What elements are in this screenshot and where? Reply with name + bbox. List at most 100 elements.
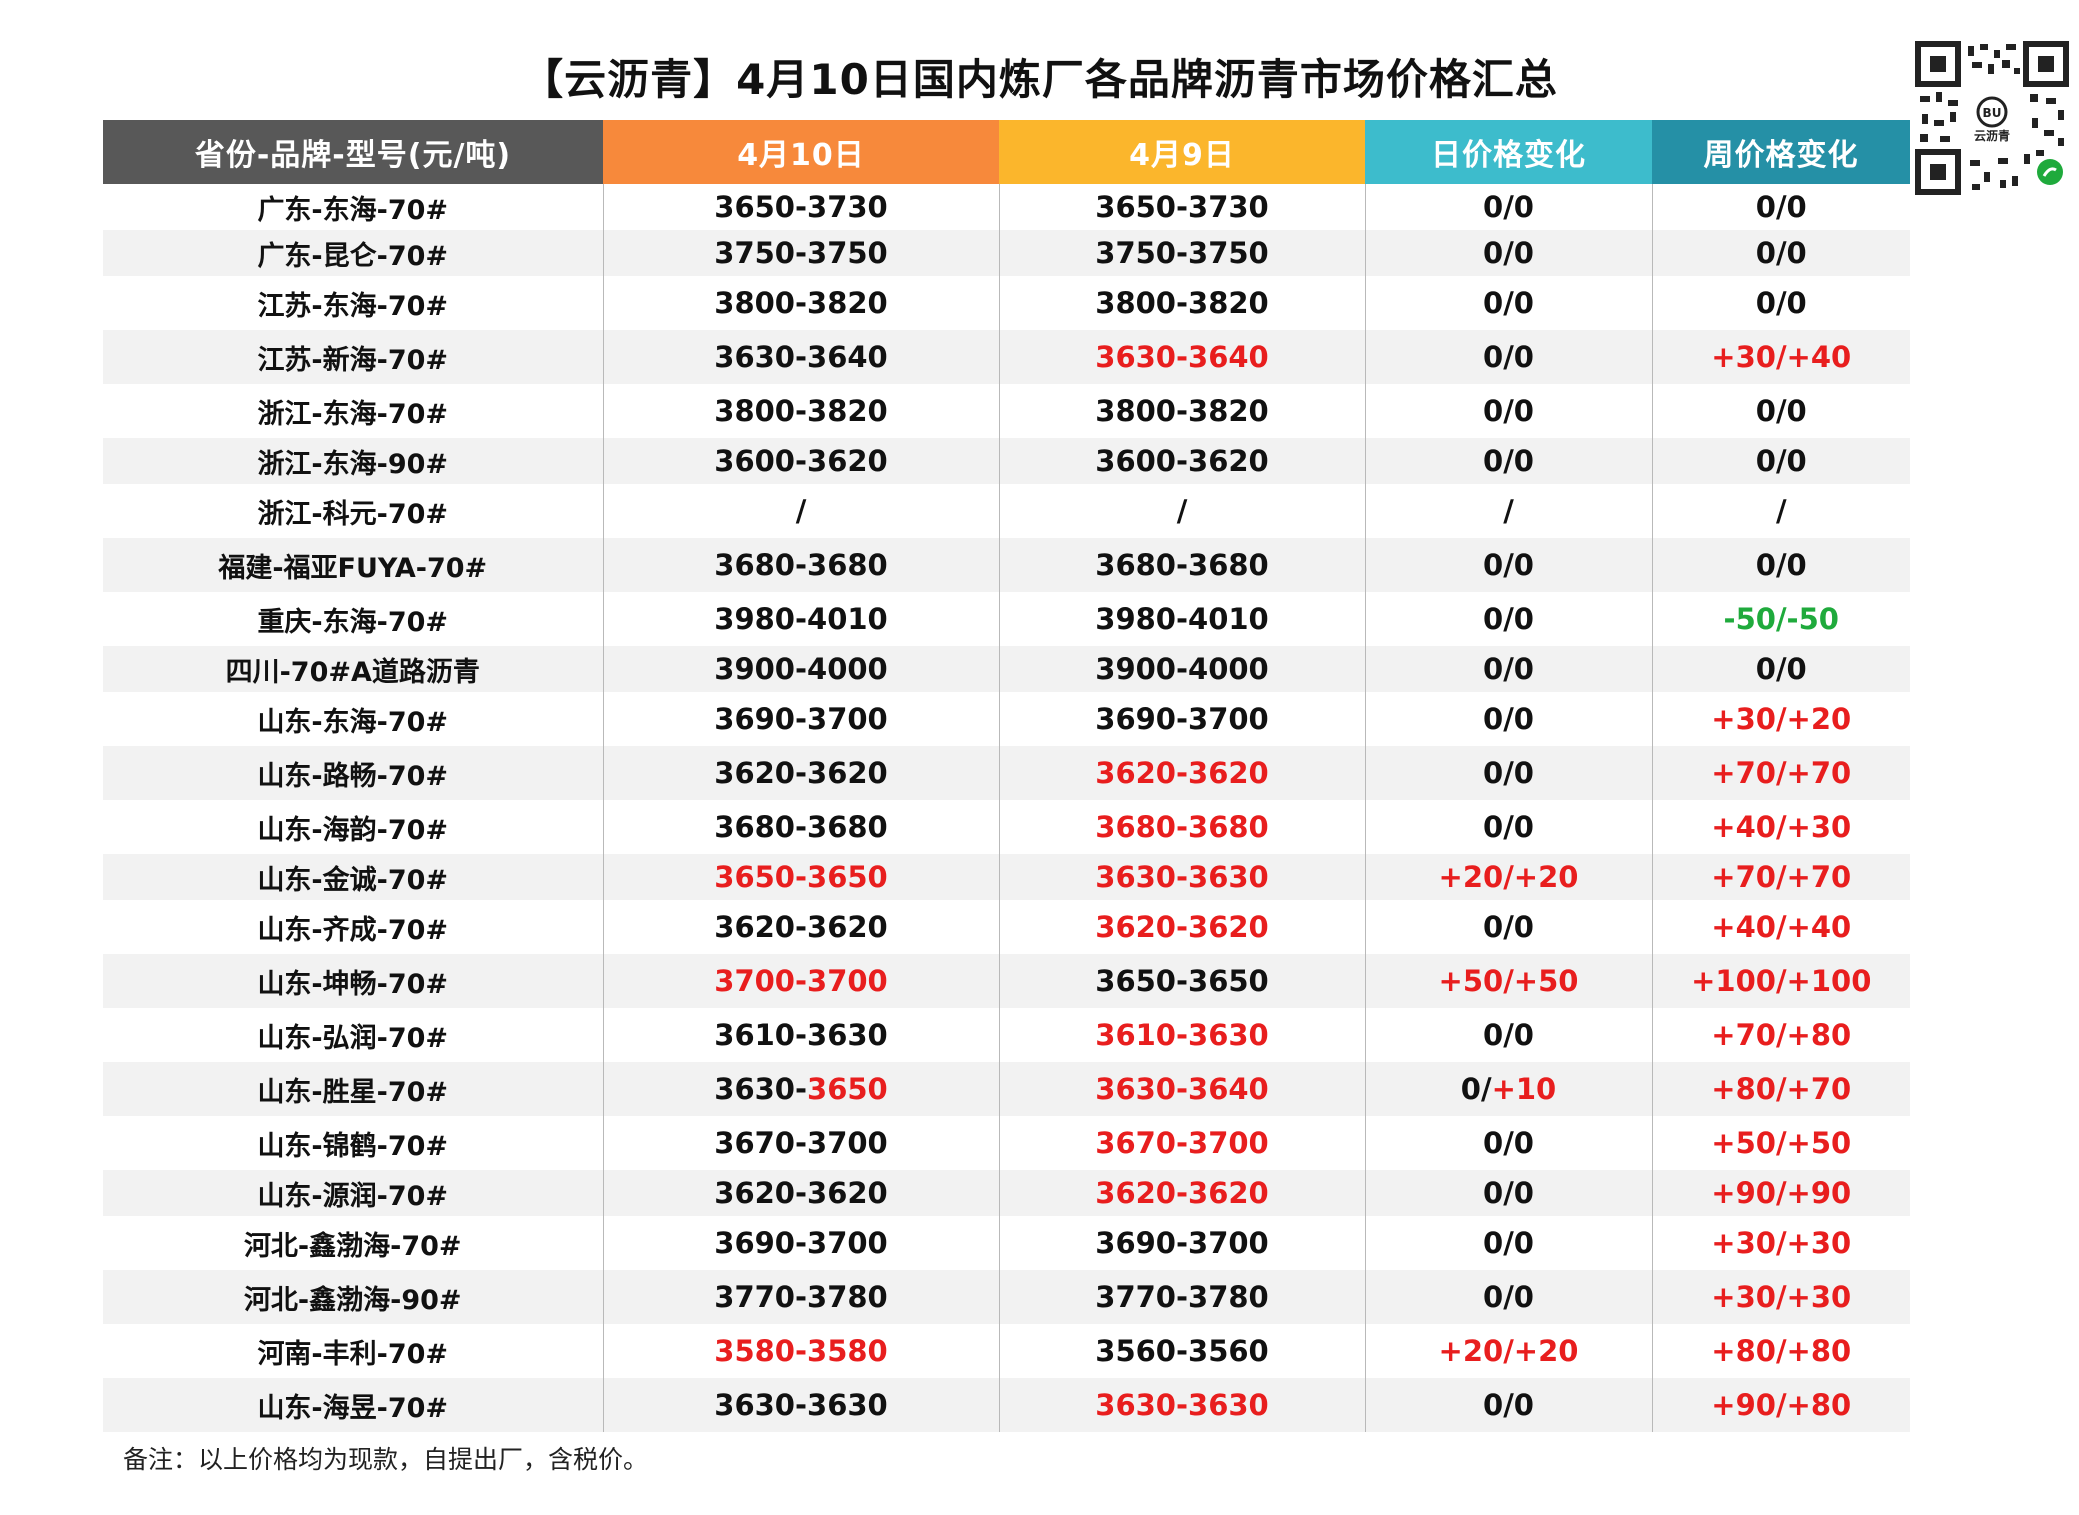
cell-text: 0/0: [1755, 236, 1807, 270]
table-row: 山东-坤畅-70# 3700-3700 3650-3650 +50/+50 +100/+…: [103, 954, 1910, 1008]
cell-weekly-change: 0/0: [1651, 384, 1910, 438]
cell-text: 3610-3630: [1095, 1018, 1269, 1052]
cell-text: 3630-3630: [714, 1388, 888, 1422]
cell-text: 0/0: [1755, 548, 1807, 582]
cell-text: 3750-3750: [1095, 236, 1269, 270]
cell-text: 3690-3700: [1095, 702, 1269, 736]
cell-text: 0/0: [1755, 190, 1807, 224]
cell-text: 浙江-科元-70#: [257, 498, 449, 530]
cell-weekly-change: +70/+80: [1651, 1008, 1910, 1062]
cell-text: 3680-3680: [714, 810, 888, 844]
table-row: 浙江-东海-90# 3600-3620 3600-3620 0/0 0/0: [103, 438, 1910, 484]
cell-weekly-change: +40/+40: [1651, 900, 1910, 954]
cell-brand: 广东-昆仑-70#: [103, 230, 603, 276]
cell-text: 广东-昆仑-70#: [257, 240, 449, 272]
cell-apr9: 3690-3700: [998, 1216, 1365, 1270]
cell-text: 3770-3780: [1095, 1280, 1269, 1314]
cell-text: 0/0: [1483, 1018, 1534, 1052]
cell-text: /: [1775, 494, 1787, 528]
cell-brand: 福建-福亚FUYA-70#: [103, 538, 603, 592]
cell-apr9: 3650-3730: [998, 184, 1365, 230]
table-row: 广东-昆仑-70# 3750-3750 3750-3750 0/0 0/0: [103, 230, 1910, 276]
cell-daily-change: 0/+10: [1364, 1062, 1652, 1116]
cell-weekly-change: +30/+30: [1651, 1216, 1910, 1270]
cell-apr9: 3900-4000: [998, 646, 1365, 692]
cell-text: 0/0: [1755, 652, 1807, 686]
cell-text: 3800-3820: [1095, 394, 1269, 428]
cell-apr10: /: [602, 484, 999, 538]
cell-text: 江苏-新海-70#: [257, 344, 449, 376]
cell-text: 广东-东海-70#: [257, 194, 449, 226]
cell-apr9: 3980-4010: [998, 592, 1365, 646]
cell-daily-change: 0/0: [1364, 1008, 1652, 1062]
cell-text: 3900-4000: [714, 652, 888, 686]
cell-weekly-change: 0/0: [1651, 230, 1910, 276]
cell-brand: 山东-海昱-70#: [103, 1378, 603, 1432]
svg-text:BU: BU: [1983, 106, 2002, 120]
cell-text: 0/0: [1483, 190, 1534, 224]
cell-text: 3650: [807, 1072, 888, 1106]
table-row: 河南-丰利-70# 3580-3580 3560-3560 +20/+20 +80/+8…: [103, 1324, 1910, 1378]
cell-text: 0/0: [1483, 340, 1534, 374]
cell-weekly-change: -50/-50: [1651, 592, 1910, 646]
cell-text: /: [1176, 494, 1188, 528]
table-row: 江苏-新海-70# 3630-3640 3630-3640 0/0 +30/+40: [103, 330, 1910, 384]
cell-text: 0/0: [1483, 1280, 1534, 1314]
cell-text: +30/+40: [1711, 340, 1852, 374]
cell-brand: 四川-70#A道路沥青: [103, 646, 603, 692]
cell-text: 0/0: [1483, 1226, 1534, 1260]
cell-text: 3630-3640: [714, 340, 888, 374]
table-row: 山东-金诚-70# 3650-3650 3630-3630 +20/+20 +70/+7…: [103, 854, 1910, 900]
cell-daily-change: 0/0: [1364, 592, 1652, 646]
cell-text: +20/+20: [1438, 1334, 1579, 1368]
cell-daily-change: 0/0: [1364, 538, 1652, 592]
cell-daily-change: 0/0: [1364, 1116, 1652, 1170]
cell-text: 3620-3620: [714, 756, 888, 790]
cell-apr10: 3690-3700: [602, 1216, 999, 1270]
cell-text: +30/+30: [1711, 1226, 1852, 1260]
cell-apr9: 3800-3820: [998, 276, 1365, 330]
cell-text: 3610-3630: [714, 1018, 888, 1052]
cell-text: 浙江-东海-90#: [257, 448, 449, 480]
cell-text: 3650-3730: [714, 190, 888, 224]
cell-daily-change: 0/0: [1364, 646, 1652, 692]
cell-text: +30/+30: [1711, 1280, 1852, 1314]
cell-apr10: 3900-4000: [602, 646, 999, 692]
cell-text: 四川-70#A道路沥青: [225, 656, 480, 688]
cell-daily-change: +50/+50: [1364, 954, 1652, 1008]
table-row: 江苏-东海-70# 3800-3820 3800-3820 0/0 0/0: [103, 276, 1910, 330]
cell-text: 3770-3780: [714, 1280, 888, 1314]
cell-text: 0/0: [1483, 286, 1534, 320]
cell-text: 山东-海韵-70#: [257, 814, 449, 846]
cell-text: 3800-3820: [714, 286, 888, 320]
cell-brand: 山东-源润-70#: [103, 1170, 603, 1216]
cell-text: 3980-4010: [714, 602, 888, 636]
cell-text: 3620-3620: [714, 1176, 888, 1210]
cell-weekly-change: +30/+20: [1651, 692, 1910, 746]
cell-weekly-change: 0/0: [1651, 184, 1910, 230]
cell-weekly-change: 0/0: [1651, 276, 1910, 330]
table-row: 山东-海韵-70# 3680-3680 3680-3680 0/0 +40/+30: [103, 800, 1910, 854]
cell-brand: 河南-丰利-70#: [103, 1324, 603, 1378]
table-row: 山东-东海-70# 3690-3700 3690-3700 0/0 +30/+20: [103, 692, 1910, 746]
cell-text: 3600-3620: [714, 444, 888, 478]
cell-daily-change: 0/0: [1364, 330, 1652, 384]
cell-apr10: 3680-3680: [602, 800, 999, 854]
cell-text: 3630-3630: [1095, 860, 1269, 894]
col-header-brand: 省份-品牌-型号(元/吨): [103, 120, 603, 184]
cell-text: 山东-路畅-70#: [257, 760, 449, 792]
table-row: 山东-海昱-70# 3630-3630 3630-3630 0/0 +90/+80: [103, 1378, 1910, 1432]
cell-text: 3700-3700: [714, 964, 888, 998]
cell-apr9: /: [998, 484, 1365, 538]
cell-apr10: 3620-3620: [602, 746, 999, 800]
cell-text: 3680-3680: [1095, 810, 1269, 844]
cell-text: +40/+40: [1711, 910, 1852, 944]
cell-text: +70/+80: [1711, 1018, 1852, 1052]
table-body: 广东-东海-70# 3650-3730 3650-3730 0/0 0/0 广东-昆仑-7…: [103, 184, 1910, 1432]
cell-daily-change: +20/+20: [1364, 1324, 1652, 1378]
table-row: 浙江-东海-70# 3800-3820 3800-3820 0/0 0/0: [103, 384, 1910, 438]
cell-weekly-change: +30/+30: [1651, 1270, 1910, 1324]
cell-apr10: 3680-3680: [602, 538, 999, 592]
cell-text: 0/: [1460, 1072, 1492, 1106]
cell-apr10: 3980-4010: [602, 592, 999, 646]
